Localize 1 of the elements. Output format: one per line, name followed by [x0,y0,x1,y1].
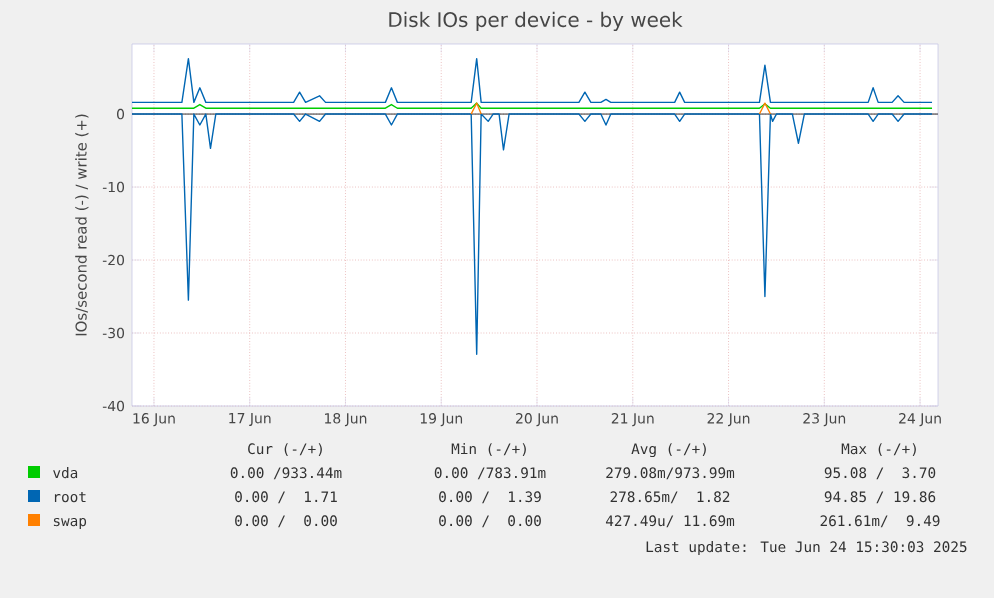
chart-title: Disk IOs per device - by week [389,11,683,32]
